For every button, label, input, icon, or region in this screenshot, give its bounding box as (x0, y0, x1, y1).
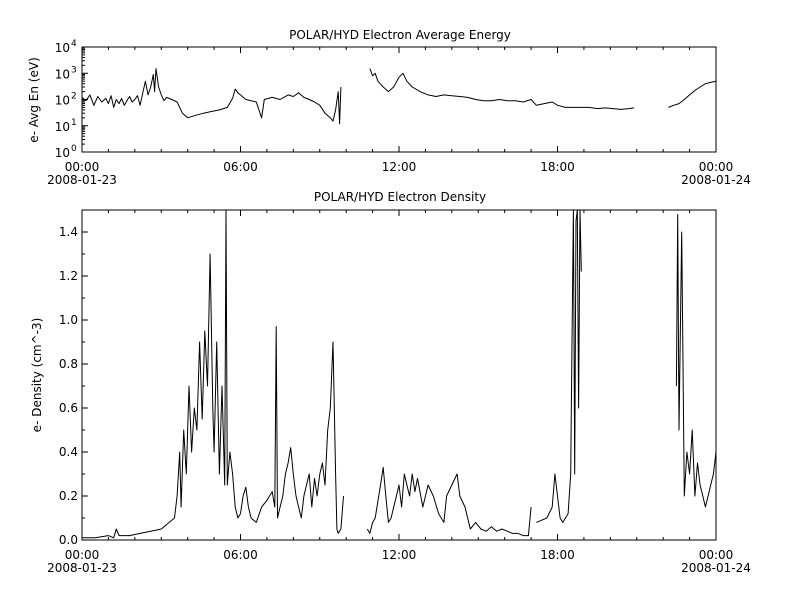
density-y-tick-label: 1.2 (59, 269, 78, 283)
density-x-tick-label: 00:00 (65, 548, 100, 562)
density-panel: POLAR/HYD Electron Density e- Density (c… (30, 190, 751, 575)
density-y-tick-label: 0.4 (59, 445, 78, 459)
energy-traces (81, 68, 717, 125)
density-y-tick-label: 0.8 (59, 357, 78, 371)
density-trace-segment (536, 209, 582, 523)
density-y-ticks: 0.0 0.2 0.4 0.6 0.8 1.0 1.2 1.4 (59, 209, 88, 547)
energy-y-axis-label: e- Avg En (eV) (27, 57, 41, 143)
energy-y-tick-label: 10 (55, 120, 70, 134)
energy-x-tick-label: 06:00 (223, 160, 258, 174)
energy-trace-segment (668, 80, 717, 108)
energy-x-tick-label: 18:00 (540, 160, 575, 174)
energy-y-tick-label: 10 (55, 146, 70, 160)
density-trace-segment (82, 209, 344, 539)
energy-y-tick-exponent: 2 (71, 92, 77, 102)
density-y-axis-label: e- Density (cm^-3) (30, 318, 44, 433)
density-y-tick-label: 0.6 (59, 401, 78, 415)
energy-y-tick-label: 10 (55, 67, 70, 81)
density-trace-segment (366, 466, 532, 537)
density-chart-title: POLAR/HYD Electron Density (314, 190, 486, 204)
density-x-tick-label: 00:00 (699, 548, 734, 562)
energy-x-tick-date: 2008-01-23 (47, 173, 117, 187)
energy-trace-segment (81, 68, 342, 125)
energy-x-tick-date: 2008-01-24 (681, 173, 751, 187)
energy-x-tick-label: 00:00 (699, 160, 734, 174)
density-x-tick-label: 18:00 (540, 548, 575, 562)
energy-y-tick-exponent: 0 (71, 144, 77, 154)
energy-plot-frame (81, 46, 717, 153)
energy-y-tick-exponent: 3 (71, 65, 77, 75)
energy-y-tick-label: 10 (55, 41, 70, 55)
energy-trace-segment (369, 68, 635, 110)
energy-y-tick-exponent: 4 (71, 39, 77, 49)
energy-y-tick-exponent: 1 (71, 118, 77, 128)
density-x-tick-date: 2008-01-24 (681, 561, 751, 575)
density-x-tick-label: 12:00 (382, 548, 417, 562)
energy-x-tick-label: 00:00 (65, 160, 100, 174)
energy-x-tick-label: 12:00 (382, 160, 417, 174)
density-x-tick-label: 06:00 (223, 548, 258, 562)
density-trace-segment (675, 213, 717, 508)
density-x-tick-date: 2008-01-23 (47, 561, 117, 575)
energy-chart-title: POLAR/HYD Electron Average Energy (289, 28, 511, 42)
energy-y-tick-label: 10 (55, 94, 70, 108)
energy-panel: POLAR/HYD Electron Average Energy e- Avg… (27, 28, 751, 187)
density-y-tick-label: 0.0 (59, 533, 78, 547)
density-y-tick-label: 1.4 (59, 225, 78, 239)
density-y-tick-label: 1.0 (59, 313, 78, 327)
density-traces (82, 209, 717, 539)
density-y-tick-label: 0.2 (59, 489, 78, 503)
